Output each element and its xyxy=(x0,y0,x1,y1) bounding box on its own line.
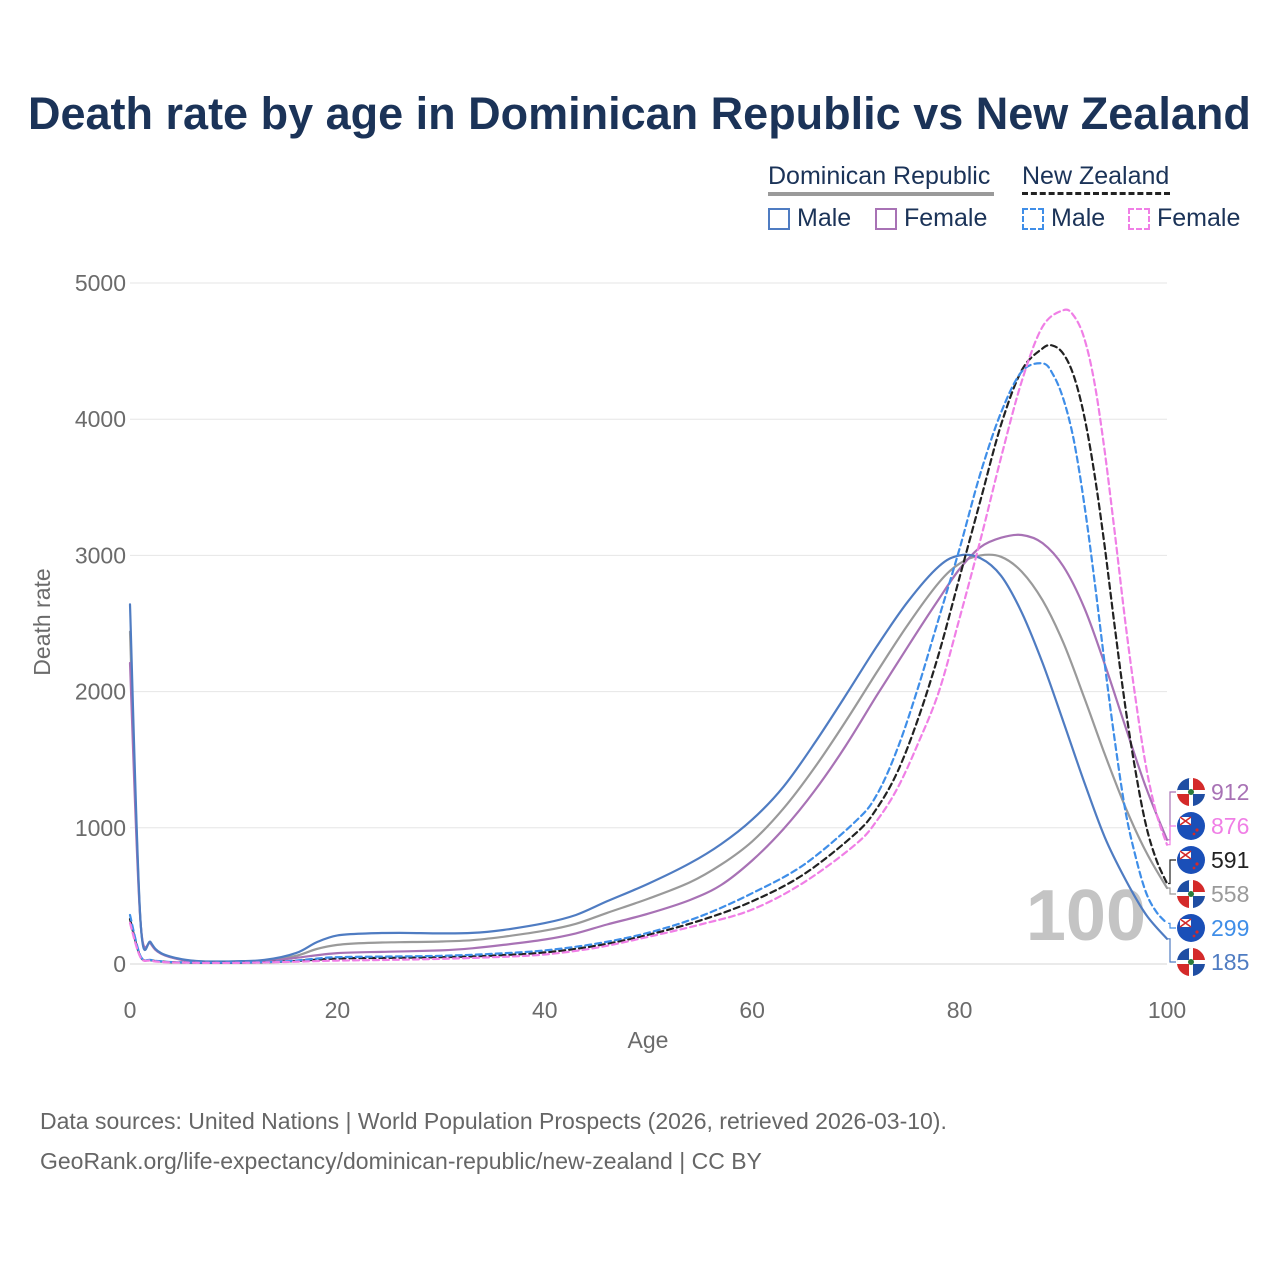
x-tick-label-60: 60 xyxy=(739,997,765,1023)
age-marker: 100 xyxy=(1026,876,1146,956)
end-label-connector-dr-male xyxy=(1168,938,1176,963)
y-tick-label-1000: 1000 xyxy=(75,815,126,841)
legend-group-new-zealand: New Zealand xyxy=(1022,162,1170,190)
flag-star xyxy=(1192,866,1196,870)
legend-label-nz-female: Female xyxy=(1157,204,1241,232)
x-axis-label: Age xyxy=(628,1027,669,1053)
series-line-dr-total xyxy=(128,553,1169,963)
end-label-dr-male: 185 xyxy=(1211,949,1249,975)
legend-item-dr-male[interactable]: Male xyxy=(768,204,851,233)
flag-quadrant-blue-br xyxy=(1193,794,1205,806)
legend-item-nz-male[interactable]: Male xyxy=(1022,204,1105,233)
flag-quadrant-red-tr xyxy=(1193,948,1205,960)
flag-canton-cross xyxy=(1179,816,1192,826)
flag-emblem xyxy=(1188,959,1194,965)
flag-quadrant-red-tr xyxy=(1193,778,1205,790)
end-label-dr-total: 558 xyxy=(1211,881,1249,907)
legend-group-dominican-republic: Dominican Republic xyxy=(768,162,991,190)
flag-quadrant-blue-tl xyxy=(1177,880,1191,894)
death-rate-chart: 0 1000 2000 3000 4000 5000 0 20 40 60 80 100 Age Deat… xyxy=(29,270,1249,1053)
flag-star xyxy=(1195,930,1199,934)
footer-sources: Data sources: United Nations | World Pop… xyxy=(40,1108,947,1134)
end-label-connector-nz-female xyxy=(1168,825,1176,846)
flag-icon-nz-nz-total xyxy=(1177,846,1205,874)
flag-icon-dr-dr-male xyxy=(1177,948,1205,976)
legend-label-nz-male: Male xyxy=(1051,204,1106,232)
page-title: Death rate by age in Dominican Republic … xyxy=(28,88,1251,139)
x-tick-label-0: 0 xyxy=(124,997,137,1023)
series-line-dr-male xyxy=(128,553,1169,963)
flag-quadrant-red-bl xyxy=(1177,896,1189,908)
end-label-connector-nz-total xyxy=(1168,859,1176,885)
end-labels: 912 876 591 558 299 185 xyxy=(1168,778,1249,976)
end-label-nz-male: 299 xyxy=(1211,915,1249,941)
flag-star xyxy=(1192,832,1196,836)
gridlines xyxy=(130,282,1167,965)
legend-label-dr-male: Male xyxy=(797,204,852,232)
y-tick-label-0: 0 xyxy=(113,951,126,977)
end-label-connector-nz-male xyxy=(1168,922,1176,929)
flag-icon-dr-dr-female xyxy=(1177,778,1205,806)
flag-bg xyxy=(1177,846,1205,874)
x-tick-label-80: 80 xyxy=(947,997,973,1023)
legend-label-dr-female: Female xyxy=(904,204,988,232)
end-label-connector-dr-female xyxy=(1168,791,1176,841)
flag-icon-nz-nz-female xyxy=(1177,812,1205,840)
x-tick-label-100: 100 xyxy=(1148,997,1186,1023)
flag-quadrant-blue-br xyxy=(1193,964,1205,976)
flag-quadrant-blue-tl xyxy=(1177,778,1191,792)
end-label-nz-total: 591 xyxy=(1211,847,1249,873)
flag-icon-nz-nz-male xyxy=(1177,914,1205,942)
flag-emblem xyxy=(1188,789,1194,795)
flag-quadrant-blue-br xyxy=(1193,896,1205,908)
x-tick-label-20: 20 xyxy=(325,997,351,1023)
legend-rule-dominican-republic xyxy=(768,192,994,196)
flag-quadrant-red-bl xyxy=(1177,794,1189,806)
legend-swatch-dr-female xyxy=(875,207,897,230)
legend-rule-new-zealand xyxy=(1022,192,1170,195)
flag-canton-cross xyxy=(1179,850,1192,860)
flag-icon-dr-dr-total xyxy=(1177,880,1205,908)
series-line-nz-total xyxy=(128,343,1169,964)
flag-canton-cross xyxy=(1179,918,1192,928)
end-label-connector-dr-total xyxy=(1168,887,1176,895)
legend-swatch-nz-female xyxy=(1128,207,1150,230)
legend-swatch-dr-male xyxy=(768,207,790,230)
y-tick-label-2000: 2000 xyxy=(75,679,126,705)
flag-star xyxy=(1195,862,1199,866)
flag-bg xyxy=(1177,914,1205,942)
y-tick-label-5000: 5000 xyxy=(75,270,126,296)
series-lines xyxy=(128,308,1169,965)
footer-credit[interactable]: GeoRank.org/life-expectancy/dominican-re… xyxy=(40,1148,762,1174)
legend-item-dr-female[interactable]: Female xyxy=(875,204,987,233)
series-line-nz-female xyxy=(128,308,1169,965)
flag-emblem xyxy=(1188,891,1194,897)
axes: 0 1000 2000 3000 4000 5000 0 20 40 60 80 100 Age Deat… xyxy=(29,270,1186,1053)
flag-quadrant-red-bl xyxy=(1177,964,1189,976)
legend-swatch-nz-male xyxy=(1022,207,1044,230)
y-tick-label-3000: 3000 xyxy=(75,542,126,568)
flag-bg xyxy=(1177,812,1205,840)
flag-quadrant-blue-tl xyxy=(1177,948,1191,962)
x-tick-label-40: 40 xyxy=(532,997,558,1023)
flag-quadrant-red-tr xyxy=(1193,880,1205,892)
end-label-nz-female: 876 xyxy=(1211,813,1249,839)
series-line-nz-male xyxy=(128,362,1169,964)
end-label-dr-female: 912 xyxy=(1211,779,1249,805)
y-axis-label: Death rate xyxy=(29,568,55,675)
flag-star xyxy=(1192,934,1196,938)
flag-star xyxy=(1195,828,1199,832)
y-tick-label-4000: 4000 xyxy=(75,406,126,432)
legend-item-nz-female[interactable]: Female xyxy=(1128,204,1240,233)
